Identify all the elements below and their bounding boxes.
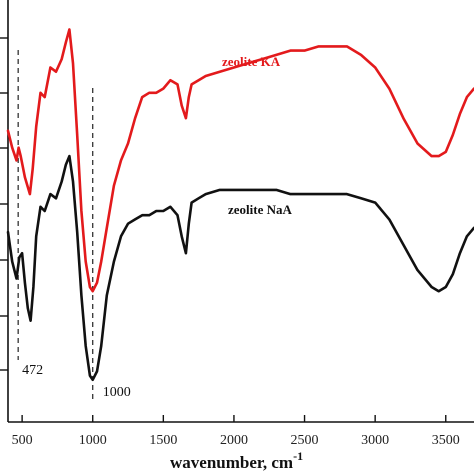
x-tick-label: 2000	[220, 433, 248, 448]
x-tick-label: 500	[12, 433, 33, 448]
x-tick-label: 3500	[432, 433, 460, 448]
x-tick-label: 2500	[291, 433, 319, 448]
reference-lines	[17, 50, 94, 400]
x-axis-title: wavenumber, cm-1	[170, 449, 303, 472]
series-line-zeolite-naa	[6, 154, 474, 382]
series-layer	[6, 28, 474, 382]
labels-layer: zeolite KA zeolite NaA 472 1000 wavenumb…	[22, 54, 303, 472]
series-line-zeolite-ka	[6, 28, 474, 293]
annotation-1000: 1000	[103, 385, 131, 400]
annotation-472: 472	[22, 363, 43, 378]
x-axis-title-text: wavenumber, cm	[170, 453, 293, 472]
x-tick-label: 1000	[79, 433, 107, 448]
x-tick-label: 1500	[149, 433, 177, 448]
x-tick-label: 3000	[361, 433, 389, 448]
series-label-zeolite-ka: zeolite KA	[222, 54, 281, 69]
axes	[0, 0, 474, 423]
x-axis-title-superscript: -1	[293, 449, 303, 463]
x-axis-ticks: 500 1000 1500 2000 2500 3000 3500	[12, 415, 460, 448]
series-label-zeolite-naa: zeolite NaA	[228, 202, 293, 217]
